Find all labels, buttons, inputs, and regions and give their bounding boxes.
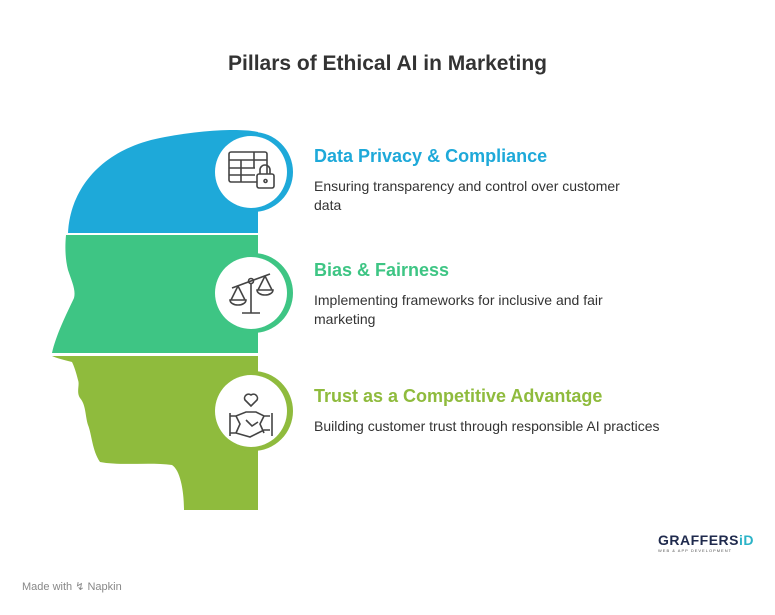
- pillar-data-privacy: Data Privacy & Compliance Ensuring trans…: [314, 146, 714, 215]
- pillar-title: Data Privacy & Compliance: [314, 146, 548, 166]
- data-table-lock-icon: [228, 151, 275, 189]
- head-bottom-segment: [52, 356, 258, 510]
- napkin-icon: ↯: [75, 581, 85, 593]
- icon-circle-1: [213, 132, 293, 212]
- pillar-description: Ensuring transparency and control over c…: [314, 178, 620, 213]
- icon-circle-3: [213, 371, 293, 451]
- page-title: Pillars of Ethical AI in Marketing: [228, 52, 547, 75]
- balance-scale-icon: [229, 273, 274, 314]
- pillar-description: Building customer trust through responsi…: [314, 418, 660, 434]
- pillar-trust: Trust as a Competitive Advantage Buildin…: [314, 386, 714, 436]
- pillar-description: Implementing frameworks for inclusive an…: [314, 292, 603, 327]
- pillar-bias-fairness: Bias & Fairness Implementing frameworks …: [314, 260, 714, 329]
- graffersid-logo: GRAFFERSiD WEB & APP DEVELOPMENT: [658, 532, 754, 553]
- made-with-napkin: Made with ↯ Napkin: [22, 581, 122, 593]
- pillar-title: Bias & Fairness: [314, 260, 450, 280]
- icon-circle-2: [213, 253, 293, 333]
- pillar-title: Trust as a Competitive Advantage: [314, 386, 603, 406]
- heart-handshake-icon: [229, 393, 273, 438]
- head-top-segment: [68, 130, 258, 233]
- head-middle-segment: [52, 235, 258, 353]
